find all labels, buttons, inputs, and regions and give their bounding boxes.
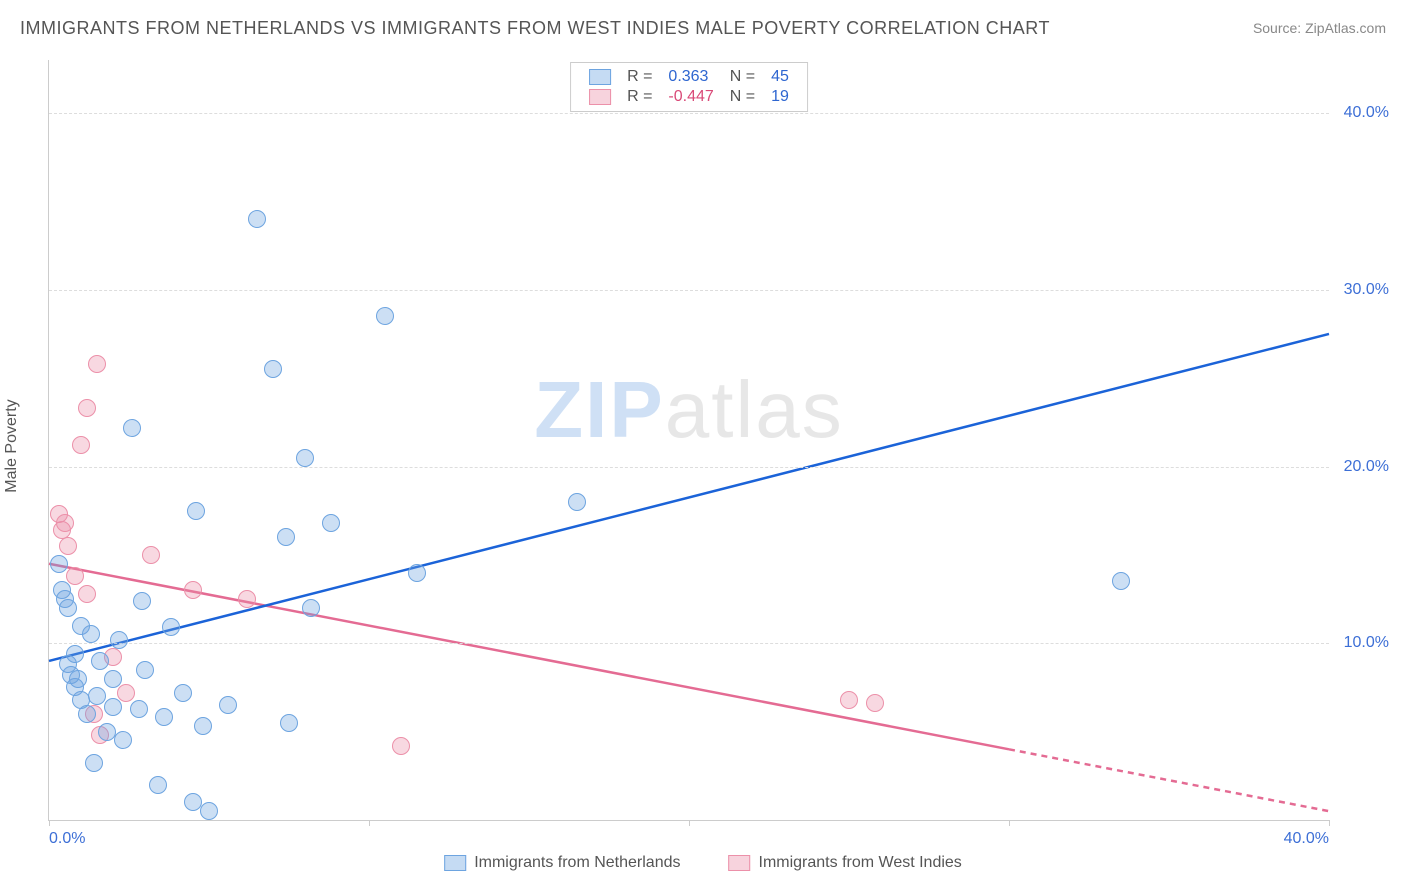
swatch-pink-icon xyxy=(728,855,750,871)
data-point-blue xyxy=(200,802,218,820)
x-tick-label: 40.0% xyxy=(1284,830,1329,848)
plot-area: ZIPatlas R = 0.363 N = 45 R = -0.447 N =… xyxy=(48,60,1329,821)
data-point-pink xyxy=(59,537,77,555)
data-point-blue xyxy=(82,625,100,643)
data-point-pink xyxy=(142,546,160,564)
data-point-blue xyxy=(69,670,87,688)
data-point-blue xyxy=(568,493,586,511)
data-point-blue xyxy=(322,514,340,532)
data-point-pink xyxy=(78,585,96,603)
data-point-pink xyxy=(117,684,135,702)
swatch-blue-icon xyxy=(444,855,466,871)
data-point-blue xyxy=(248,210,266,228)
data-point-blue xyxy=(130,700,148,718)
data-point-pink xyxy=(72,436,90,454)
data-point-blue xyxy=(123,419,141,437)
data-point-blue xyxy=(50,555,68,573)
data-point-blue xyxy=(296,449,314,467)
data-point-pink xyxy=(238,590,256,608)
grid-line xyxy=(49,467,1329,468)
grid-line xyxy=(49,643,1329,644)
source-attribution: Source: ZipAtlas.com xyxy=(1253,20,1386,36)
data-point-pink xyxy=(56,514,74,532)
x-tick xyxy=(369,820,370,826)
grid-line xyxy=(49,290,1329,291)
trend-line xyxy=(1009,749,1329,811)
data-point-blue xyxy=(136,661,154,679)
x-tick xyxy=(49,820,50,826)
data-point-blue xyxy=(162,618,180,636)
data-point-pink xyxy=(840,691,858,709)
y-tick-label: 40.0% xyxy=(1344,104,1389,122)
data-point-pink xyxy=(392,737,410,755)
y-tick-label: 10.0% xyxy=(1344,634,1389,652)
y-tick-label: 20.0% xyxy=(1344,458,1389,476)
x-tick-label: 0.0% xyxy=(49,830,85,848)
x-tick xyxy=(1329,820,1330,826)
data-point-blue xyxy=(78,705,96,723)
legend-label-blue: Immigrants from Netherlands xyxy=(474,854,680,872)
data-point-blue xyxy=(155,708,173,726)
x-tick xyxy=(1009,820,1010,826)
legend-item-blue: Immigrants from Netherlands xyxy=(444,854,680,872)
data-point-blue xyxy=(264,360,282,378)
data-point-pink xyxy=(866,694,884,712)
data-point-blue xyxy=(277,528,295,546)
data-point-blue xyxy=(376,307,394,325)
data-point-blue xyxy=(187,502,205,520)
data-point-blue xyxy=(91,652,109,670)
data-point-blue xyxy=(133,592,151,610)
chart-title: IMMIGRANTS FROM NETHERLANDS VS IMMIGRANT… xyxy=(20,18,1050,39)
data-point-blue xyxy=(104,698,122,716)
data-point-blue xyxy=(88,687,106,705)
data-point-blue xyxy=(194,717,212,735)
trend-line xyxy=(49,334,1329,661)
data-point-blue xyxy=(85,754,103,772)
data-point-pink xyxy=(78,399,96,417)
x-tick xyxy=(689,820,690,826)
data-point-blue xyxy=(59,599,77,617)
legend-label-pink: Immigrants from West Indies xyxy=(758,854,961,872)
data-point-blue xyxy=(408,564,426,582)
data-point-blue xyxy=(302,599,320,617)
data-point-blue xyxy=(104,670,122,688)
data-point-blue xyxy=(219,696,237,714)
data-point-blue xyxy=(174,684,192,702)
data-point-pink xyxy=(184,581,202,599)
legend-item-pink: Immigrants from West Indies xyxy=(728,854,961,872)
y-tick-label: 30.0% xyxy=(1344,281,1389,299)
y-axis-label: Male Poverty xyxy=(3,399,21,492)
data-point-blue xyxy=(280,714,298,732)
data-point-blue xyxy=(110,631,128,649)
data-point-blue xyxy=(1112,572,1130,590)
data-point-pink xyxy=(66,567,84,585)
data-point-blue xyxy=(114,731,132,749)
data-point-pink xyxy=(88,355,106,373)
series-legend: Immigrants from Netherlands Immigrants f… xyxy=(444,854,962,872)
grid-line xyxy=(49,113,1329,114)
data-point-blue xyxy=(66,645,84,663)
trend-lines xyxy=(49,60,1329,820)
data-point-blue xyxy=(149,776,167,794)
